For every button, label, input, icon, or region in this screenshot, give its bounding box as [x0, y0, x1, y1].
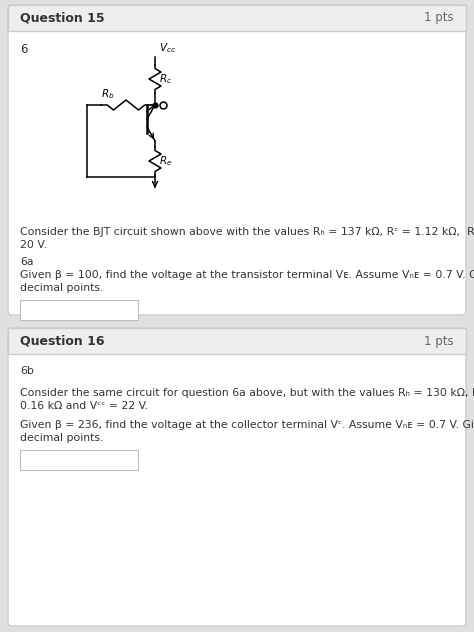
Text: Given β = 100, find the voltage at the transistor terminal Vᴇ. Assume Vₙᴇ = 0.7 : Given β = 100, find the voltage at the t… [20, 270, 474, 280]
Text: 6b: 6b [20, 366, 34, 376]
Text: 0.16 kΩ and Vᶜᶜ = 22 V.: 0.16 kΩ and Vᶜᶜ = 22 V. [20, 401, 148, 411]
Text: 1 pts: 1 pts [424, 11, 454, 25]
Text: Question 16: Question 16 [20, 334, 104, 348]
Text: 6: 6 [20, 43, 27, 56]
Text: $R_c$: $R_c$ [159, 72, 172, 86]
Text: decimal points.: decimal points. [20, 433, 103, 443]
Bar [20, 450, 138, 470]
Text: Consider the same circuit for question 6a above, but with the values Rₕ = 130 kΩ: Consider the same circuit for question 6… [20, 388, 474, 398]
Text: 20 V.: 20 V. [20, 240, 47, 250]
Text: $R_b$: $R_b$ [101, 87, 114, 101]
Text: Given β = 236, find the voltage at the collector terminal Vᶜ. Assume Vₙᴇ = 0.7 V: Given β = 236, find the voltage at the c… [20, 420, 474, 430]
Text: Consider the BJT circuit shown above with the values Rₕ = 137 kΩ, Rᶜ = 1.12 kΩ, : Consider the BJT circuit shown above wit… [20, 227, 474, 237]
FancyBboxPatch shape [8, 5, 466, 315]
Text: 6a: 6a [20, 257, 34, 267]
Text: decimal points.: decimal points. [20, 283, 103, 293]
FancyBboxPatch shape [8, 328, 466, 626]
Text: Question 15: Question 15 [20, 11, 105, 25]
Bar [8, 328, 466, 354]
Text: 1 pts: 1 pts [424, 334, 454, 348]
Text: $V_{cc}$: $V_{cc}$ [159, 41, 176, 55]
Text: $R_e$: $R_e$ [159, 154, 173, 168]
Bar [20, 300, 138, 320]
Bar [8, 5, 466, 31]
